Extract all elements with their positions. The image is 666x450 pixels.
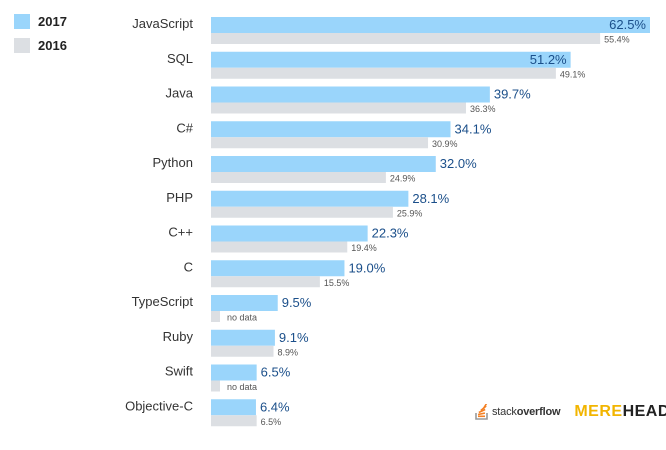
stackoverflow-text-2: overflow — [516, 406, 561, 418]
value-label-2017-javascript: 62.5% — [609, 17, 646, 32]
bar-2017-javascript — [211, 17, 650, 33]
bar-2017-c — [211, 260, 345, 277]
value-label-2016-sql: 49.1% — [560, 69, 586, 79]
value-label-2016-java: 36.3% — [470, 104, 496, 114]
value-label-2016-javascript: 55.4% — [604, 35, 630, 45]
stackoverflow-icon — [475, 404, 488, 420]
logos: stack overflow MEREHEAD — [475, 403, 666, 421]
value-label-2016-python: 24.9% — [390, 174, 416, 184]
bar-2016-sql — [211, 67, 556, 79]
value-label-2016-c: 19.4% — [351, 243, 377, 253]
bar-2016-java — [211, 102, 466, 114]
category-label-objective-c: Objective-C — [125, 398, 193, 413]
value-label-2016-c: 15.5% — [324, 278, 350, 288]
bar-2016-objective-c — [211, 415, 257, 427]
value-label-2017-swift: 6.5% — [261, 365, 291, 380]
value-label-2017-c: 34.1% — [455, 121, 492, 136]
bar-2017-java — [211, 86, 490, 103]
bar-2017-ruby — [211, 329, 275, 346]
bar-2016-javascript — [211, 33, 601, 44]
bar-2016-ruby — [211, 345, 274, 357]
value-label-2016-objective-c: 6.5% — [261, 417, 282, 427]
bar-2017-php — [211, 190, 409, 207]
value-label-2017-c: 19.0% — [348, 260, 385, 275]
value-label-2017-php: 28.1% — [412, 191, 449, 206]
bar-2017-c — [211, 225, 368, 242]
value-label-2016-ruby: 8.9% — [278, 347, 299, 357]
bar-2016-swift — [211, 380, 220, 392]
category-label-python: Python — [153, 155, 193, 170]
category-label-c: C# — [176, 120, 193, 135]
value-label-2017-c: 22.3% — [372, 226, 409, 241]
merehead-logo: MEREHEAD — [574, 403, 666, 421]
category-label-typescript: TypeScript — [132, 294, 194, 309]
legend-label-2017: 2017 — [38, 14, 67, 29]
legend-swatch-2016 — [14, 38, 30, 53]
category-label-php: PHP — [166, 190, 193, 205]
bar-2017-sql — [211, 51, 571, 68]
value-label-2017-java: 39.7% — [494, 87, 531, 102]
legend-item-2016: 2016 — [14, 38, 67, 53]
stackoverflow-logo: stack overflow — [475, 404, 561, 420]
category-label-javascript: JavaScript — [132, 16, 193, 31]
stackoverflow-text-1: stack — [492, 406, 517, 418]
legend-label-2016: 2016 — [38, 38, 67, 53]
bar-2017-typescript — [211, 295, 278, 311]
value-label-2017-objective-c: 6.4% — [260, 399, 290, 414]
bar-2016-c — [211, 276, 320, 288]
bar-2017-objective-c — [211, 399, 256, 416]
bar-2016-python — [211, 172, 386, 183]
value-label-2017-typescript: 9.5% — [282, 295, 312, 310]
value-label-2017-sql: 51.2% — [530, 52, 567, 67]
category-label-swift: Swift — [165, 364, 194, 379]
bar-2017-swift — [211, 364, 257, 381]
bar-2016-c — [211, 241, 348, 253]
legend-item-2017: 2017 — [14, 14, 67, 29]
bar-2016-typescript — [211, 311, 220, 322]
value-label-2016-php: 25.9% — [397, 208, 423, 218]
bar-2016-php — [211, 206, 393, 218]
value-label-2017-ruby: 9.1% — [279, 330, 309, 345]
category-label-c: C — [184, 259, 193, 274]
bar-2016-c — [211, 137, 429, 149]
bar-2017-c — [211, 121, 451, 138]
category-label-java: Java — [166, 86, 194, 101]
value-label-2016-swift: no data — [227, 382, 257, 392]
value-label-2016-typescript: no data — [227, 313, 257, 323]
value-label-2017-python: 32.0% — [440, 156, 477, 171]
bar-2017-python — [211, 156, 436, 172]
value-label-2016-c: 30.9% — [432, 139, 458, 149]
merehead-text-1: MERE — [574, 403, 623, 420]
category-label-ruby: Ruby — [163, 329, 194, 344]
legend-swatch-2017 — [14, 14, 30, 29]
merehead-text-2: HEAD — [622, 403, 666, 420]
category-label-sql: SQL — [167, 51, 193, 66]
category-label-c: C++ — [168, 225, 193, 240]
